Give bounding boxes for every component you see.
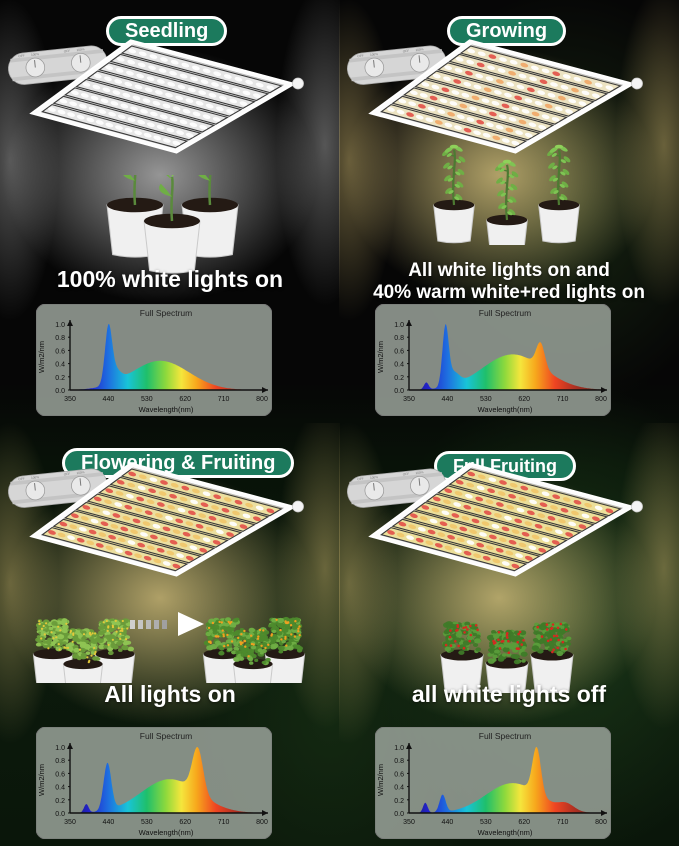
svg-text:0.2: 0.2 [55, 798, 65, 805]
svg-text:620: 620 [179, 396, 191, 403]
svg-text:0.4: 0.4 [55, 362, 65, 369]
svg-text:0.4: 0.4 [394, 362, 404, 369]
svg-text:0.6: 0.6 [394, 348, 404, 355]
svg-text:Wavelength(nm): Wavelength(nm) [478, 828, 533, 837]
svg-text:Full Spectrum: Full Spectrum [479, 308, 531, 318]
svg-text:Full Spectrum: Full Spectrum [140, 731, 192, 741]
svg-text:620: 620 [518, 396, 530, 403]
svg-text:800: 800 [256, 819, 268, 826]
svg-text:800: 800 [256, 396, 268, 403]
svg-text:0.8: 0.8 [394, 335, 404, 342]
svg-text:Wavelength(nm): Wavelength(nm) [139, 405, 194, 414]
svg-text:350: 350 [403, 819, 415, 826]
svg-text:0.6: 0.6 [394, 771, 404, 778]
svg-text:1.0: 1.0 [55, 322, 65, 329]
svg-text:440: 440 [442, 396, 454, 403]
svg-text:Full Spectrum: Full Spectrum [479, 731, 531, 741]
svg-text:530: 530 [480, 396, 492, 403]
svg-text:440: 440 [442, 819, 454, 826]
svg-text:W/m2/nm: W/m2/nm [37, 764, 46, 796]
svg-text:350: 350 [403, 396, 415, 403]
svg-text:0.0: 0.0 [55, 811, 65, 818]
svg-text:530: 530 [480, 819, 492, 826]
svg-text:W/m2/nm: W/m2/nm [37, 341, 46, 373]
svg-text:Wavelength(nm): Wavelength(nm) [139, 828, 194, 837]
svg-text:710: 710 [218, 396, 230, 403]
svg-text:0.8: 0.8 [55, 758, 65, 765]
svg-text:0.0: 0.0 [394, 811, 404, 818]
svg-text:0.2: 0.2 [394, 798, 404, 805]
svg-text:0.6: 0.6 [55, 348, 65, 355]
svg-text:710: 710 [557, 819, 569, 826]
svg-text:0.4: 0.4 [394, 785, 404, 792]
svg-text:710: 710 [218, 819, 230, 826]
svg-text:530: 530 [141, 396, 153, 403]
svg-text:710: 710 [557, 396, 569, 403]
svg-text:1.0: 1.0 [394, 322, 404, 329]
svg-text:350: 350 [64, 819, 76, 826]
svg-text:0.0: 0.0 [394, 388, 404, 395]
svg-text:0.0: 0.0 [55, 388, 65, 395]
svg-text:800: 800 [595, 819, 607, 826]
svg-text:620: 620 [179, 819, 191, 826]
svg-text:0.4: 0.4 [55, 785, 65, 792]
svg-text:0.8: 0.8 [394, 758, 404, 765]
svg-text:350: 350 [64, 396, 76, 403]
svg-text:0.2: 0.2 [394, 375, 404, 382]
svg-text:620: 620 [518, 819, 530, 826]
svg-text:800: 800 [595, 396, 607, 403]
svg-text:W/m2/nm: W/m2/nm [376, 341, 385, 373]
svg-text:440: 440 [103, 819, 115, 826]
svg-text:0.2: 0.2 [55, 375, 65, 382]
svg-text:0.6: 0.6 [55, 771, 65, 778]
svg-text:1.0: 1.0 [394, 745, 404, 752]
svg-text:Wavelength(nm): Wavelength(nm) [478, 405, 533, 414]
svg-text:0.8: 0.8 [55, 335, 65, 342]
svg-text:Full Spectrum: Full Spectrum [140, 308, 192, 318]
svg-text:530: 530 [141, 819, 153, 826]
svg-text:W/m2/nm: W/m2/nm [376, 764, 385, 796]
svg-text:1.0: 1.0 [55, 745, 65, 752]
svg-text:440: 440 [103, 396, 115, 403]
